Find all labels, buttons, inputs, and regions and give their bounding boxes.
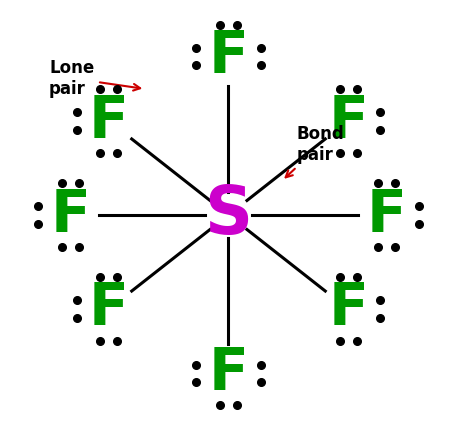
Text: F: F	[89, 280, 129, 338]
Text: F: F	[50, 187, 90, 243]
Text: Bond
pair: Bond pair	[286, 125, 345, 177]
Text: F: F	[89, 92, 129, 150]
Text: F: F	[208, 28, 249, 86]
Text: F: F	[328, 92, 368, 150]
Text: F: F	[328, 280, 368, 338]
Text: Lone
pair: Lone pair	[49, 59, 140, 98]
Text: S: S	[204, 182, 253, 248]
Text: F: F	[208, 344, 249, 402]
Text: F: F	[367, 187, 407, 243]
